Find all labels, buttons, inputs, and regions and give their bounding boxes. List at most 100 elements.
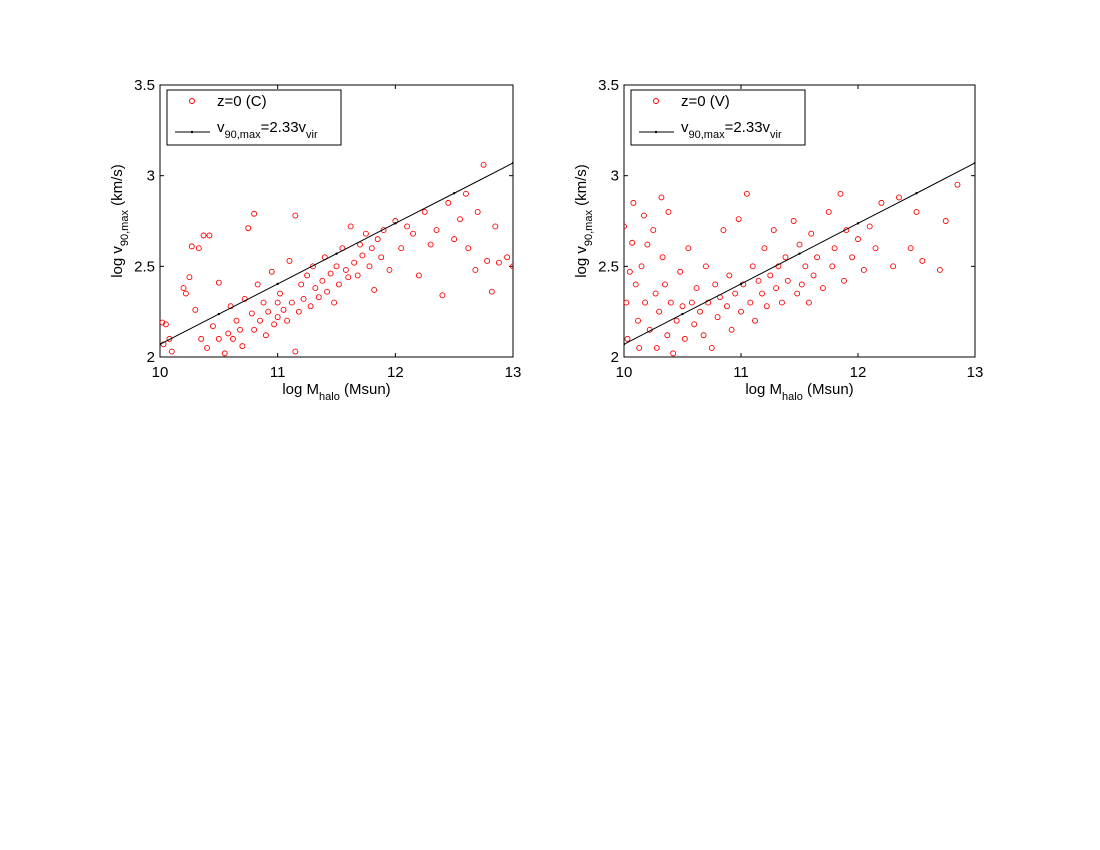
scatter-point xyxy=(735,216,742,223)
scatter-point xyxy=(166,335,173,342)
scatter-point xyxy=(182,290,189,297)
legend: z=0 (C) v90,max=2.33vvir xyxy=(166,89,342,146)
scatter-point xyxy=(626,268,633,275)
scatter-point xyxy=(315,294,322,301)
scatter-point xyxy=(942,218,949,224)
scatter-point xyxy=(843,227,850,234)
y-axis-label-part: (km/s) xyxy=(573,164,590,210)
scatter-point xyxy=(738,308,744,315)
scatter-point xyxy=(233,317,240,324)
scatter-point xyxy=(286,257,293,264)
legend-box xyxy=(630,89,806,146)
scatter-point xyxy=(670,350,677,357)
scatter-point xyxy=(192,306,199,313)
scatter-point xyxy=(855,236,861,243)
scatter-point xyxy=(782,254,789,261)
scatter-point xyxy=(913,208,920,215)
scatter-point xyxy=(681,335,688,342)
scatter-point xyxy=(878,199,885,206)
y-tick-label: 3 xyxy=(147,168,155,185)
scatter-point xyxy=(368,245,375,252)
scatter-point xyxy=(421,208,428,215)
scatter-point xyxy=(354,272,361,279)
scatter-point xyxy=(327,270,334,277)
scatter-point xyxy=(200,232,207,239)
legend-dot xyxy=(654,130,658,134)
scatter-point xyxy=(462,190,469,197)
scatter-point xyxy=(728,326,735,333)
scatter-point xyxy=(254,281,261,288)
scatter-point xyxy=(629,239,636,246)
scatter-point xyxy=(351,259,358,266)
scatter-point xyxy=(763,303,770,310)
x-tick-label: 10 xyxy=(152,364,169,381)
scatter-point xyxy=(720,227,727,234)
line-point xyxy=(452,192,456,195)
scatter-point xyxy=(280,306,287,313)
scatter-point xyxy=(300,296,307,302)
scatter-point xyxy=(714,314,721,321)
scatter-point xyxy=(221,350,228,357)
scatter-point xyxy=(919,257,926,264)
scatter-point xyxy=(708,344,715,351)
scatter-point xyxy=(849,254,856,261)
scatter-point xyxy=(679,303,686,310)
scatter-point xyxy=(743,190,750,197)
scatter-point xyxy=(662,281,668,288)
scatter-point xyxy=(732,290,739,297)
scatter-point xyxy=(693,285,700,292)
scatter-point xyxy=(298,281,305,288)
scatter-point xyxy=(215,335,222,342)
y-axis-label-part: 90,max xyxy=(119,210,131,247)
scatter-point xyxy=(366,263,373,270)
scatter-point xyxy=(624,299,630,306)
scatter-point xyxy=(747,299,754,306)
legend-label: v90,max=2.33vvir xyxy=(681,119,782,141)
scatter-point xyxy=(195,245,202,252)
scatter-point xyxy=(724,303,730,310)
legend-box xyxy=(166,89,342,146)
scatter-point xyxy=(186,274,193,281)
y-tick-label: 2 xyxy=(147,349,155,366)
scatter-point xyxy=(860,267,867,273)
scatter-point xyxy=(410,230,416,237)
scatter-point xyxy=(260,299,267,306)
scatter-point xyxy=(688,299,695,306)
scatter-point xyxy=(796,241,803,248)
y-axis-label: log v90,max (km/s) xyxy=(573,164,595,278)
scatter-point xyxy=(274,314,281,321)
plot-area xyxy=(624,161,975,357)
scatter-point xyxy=(230,335,236,342)
scatter-point xyxy=(767,272,774,279)
x-axis-label: log Mhalo (Msun) xyxy=(282,381,390,403)
scatter-point xyxy=(866,223,873,230)
scatter-point xyxy=(808,230,815,237)
scatter-point xyxy=(896,194,902,201)
scatter-point xyxy=(691,321,698,328)
scatter-point xyxy=(415,272,422,279)
scatter-point xyxy=(445,199,452,206)
scatter-point xyxy=(652,290,659,297)
scatter-point xyxy=(398,245,405,252)
x-axis-label-part: halo xyxy=(782,391,803,403)
legend-label-part: vir xyxy=(770,129,782,141)
scatter-point xyxy=(215,279,222,286)
scatter-point xyxy=(359,252,366,259)
scatter-point xyxy=(474,208,481,215)
scatter-point xyxy=(335,281,342,288)
scatter-point xyxy=(784,277,791,284)
scatter-point xyxy=(274,299,281,306)
scatter-point xyxy=(650,227,657,234)
scatter-point xyxy=(188,243,195,250)
scatter-point xyxy=(319,277,326,284)
legend-label: z=0 (C) xyxy=(217,93,267,110)
legend-marker xyxy=(653,98,659,104)
scatter-point xyxy=(779,299,785,306)
scatter-point xyxy=(198,335,205,342)
scatter-point xyxy=(726,272,733,279)
legend-label-part: v xyxy=(681,119,689,136)
scatter-point xyxy=(810,272,817,279)
plot-area xyxy=(160,161,513,357)
